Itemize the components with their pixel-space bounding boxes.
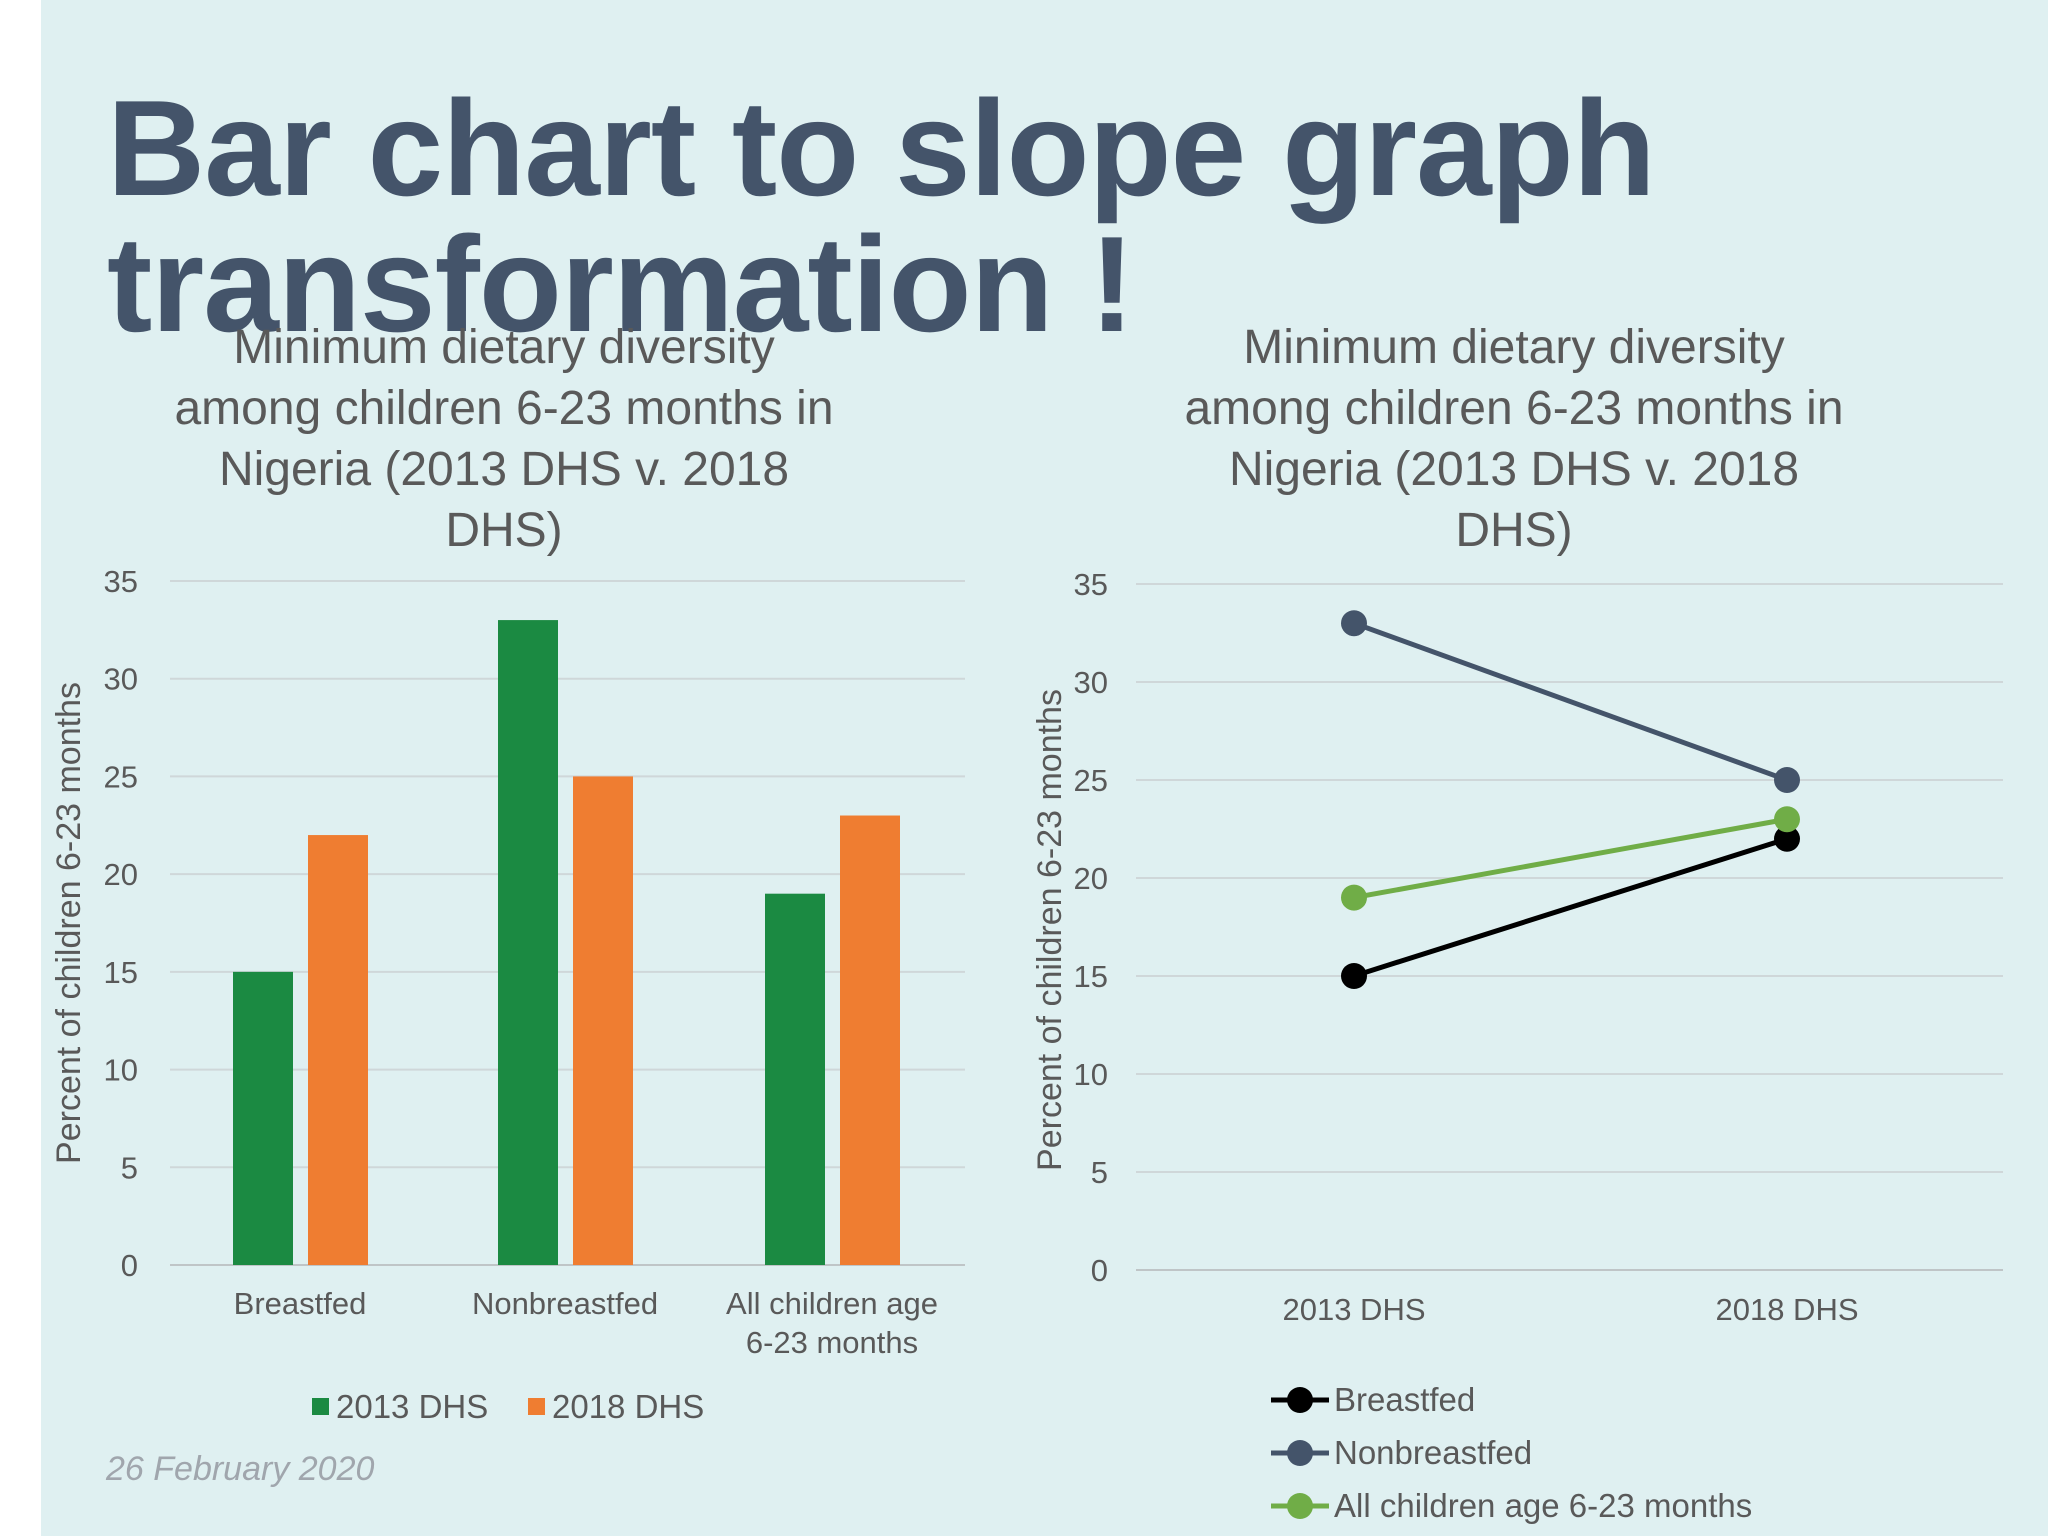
- slope-point-nonbreastfed: [1341, 610, 1367, 637]
- bar-x-tick-label: Nonbreastfed: [472, 1286, 658, 1321]
- slide-title: Bar chart to slope graph transformation …: [107, 72, 1656, 360]
- bar-chart-title-line: among children 6-23 months in: [174, 382, 833, 435]
- slope-y-tick-label: 20: [1074, 861, 1108, 896]
- slope-chart-title-line: Nigeria (2013 DHS v. 2018: [1229, 443, 1799, 496]
- bar-y-tick-label: 5: [121, 1150, 138, 1185]
- slope-chart-title-line: Minimum dietary diversity: [1243, 321, 1784, 374]
- slope-y-tick-label: 10: [1074, 1057, 1108, 1092]
- slide-background: [41, 0, 2048, 1536]
- slope-y-tick-label: 30: [1074, 665, 1108, 700]
- slope-point-breastfed: [1774, 825, 1800, 852]
- slope-legend-marker: [1287, 1493, 1313, 1519]
- bar-y-tick-label: 20: [104, 857, 138, 892]
- bar-2013-dhs: [233, 971, 293, 1265]
- slope-chart-title-line: DHS): [1455, 504, 1572, 557]
- slope-y-tick-label: 25: [1074, 763, 1108, 798]
- bar-2018-dhs: [308, 835, 368, 1265]
- slope-legend-label: All children age 6-23 months: [1334, 1487, 1752, 1524]
- slope-y-tick-label: 15: [1074, 959, 1108, 994]
- bar-x-tick-label: 6-23 months: [746, 1325, 918, 1360]
- bar-2013-dhs: [765, 893, 825, 1265]
- slide-date: 26 February 2020: [106, 1450, 375, 1488]
- slope-point-all-children-age-6-23-months: [1774, 806, 1800, 833]
- bar-chart-title-line: Minimum dietary diversity: [233, 321, 774, 374]
- bar-y-tick-label: 10: [104, 1053, 138, 1088]
- bar-y-tick-label: 30: [104, 662, 138, 697]
- slope-legend-marker: [1287, 1440, 1313, 1466]
- bar-2018-dhs: [573, 776, 633, 1265]
- bar-legend-label: 2013 DHS: [336, 1388, 488, 1425]
- slope-y-tick-label: 5: [1091, 1155, 1108, 1190]
- slope-line-nonbreastfed: [1353, 620, 1788, 783]
- bar-2013-dhs: [498, 620, 558, 1265]
- slope-x-tick-label: 2018 DHS: [1715, 1292, 1858, 1327]
- slope-point-breastfed: [1341, 963, 1367, 989]
- slope-line-breastfed: [1353, 836, 1788, 979]
- slope-chart-title-line: among children 6-23 months in: [1184, 382, 1843, 435]
- slope-point-all-children-age-6-23-months: [1341, 884, 1367, 911]
- slope-legend-label: Nonbreastfed: [1334, 1434, 1532, 1471]
- bar-y-tick-label: 25: [104, 759, 138, 794]
- bar-legend-swatch: [528, 1398, 545, 1415]
- slope-y-axis-label: Percent of children 6-23 months: [1031, 689, 1069, 1171]
- slope-y-tick-label: 0: [1091, 1253, 1108, 1288]
- bar-chart-title-line: Nigeria (2013 DHS v. 2018: [219, 443, 789, 496]
- bar-y-axis-label: Percent of children 6-23 months: [50, 682, 88, 1164]
- slope-point-nonbreastfed: [1774, 767, 1800, 793]
- slope-line-all-children-age-6-23-months: [1353, 816, 1788, 901]
- bar-chart: Minimum dietary diversity among children …: [50, 321, 965, 1425]
- slope-y-tick-label: 35: [1074, 567, 1108, 602]
- bar-2018-dhs: [840, 815, 900, 1265]
- bar-legend-swatch: [312, 1398, 329, 1415]
- bar-y-tick-label: 0: [121, 1248, 138, 1283]
- slope-x-tick-label: 2013 DHS: [1282, 1292, 1425, 1327]
- bar-y-tick-label: 15: [104, 955, 138, 990]
- bar-legend-label: 2018 DHS: [552, 1388, 704, 1425]
- slope-legend-label: Breastfed: [1334, 1381, 1475, 1418]
- bar-chart-title-line: DHS): [445, 504, 562, 557]
- bar-x-tick-label: All children age: [726, 1286, 938, 1321]
- slope-legend-marker: [1287, 1387, 1313, 1413]
- bar-y-tick-label: 35: [104, 564, 138, 599]
- bar-x-tick-label: Breastfed: [234, 1286, 367, 1321]
- slope-chart: Minimum dietary diversity among children …: [1031, 321, 2003, 1524]
